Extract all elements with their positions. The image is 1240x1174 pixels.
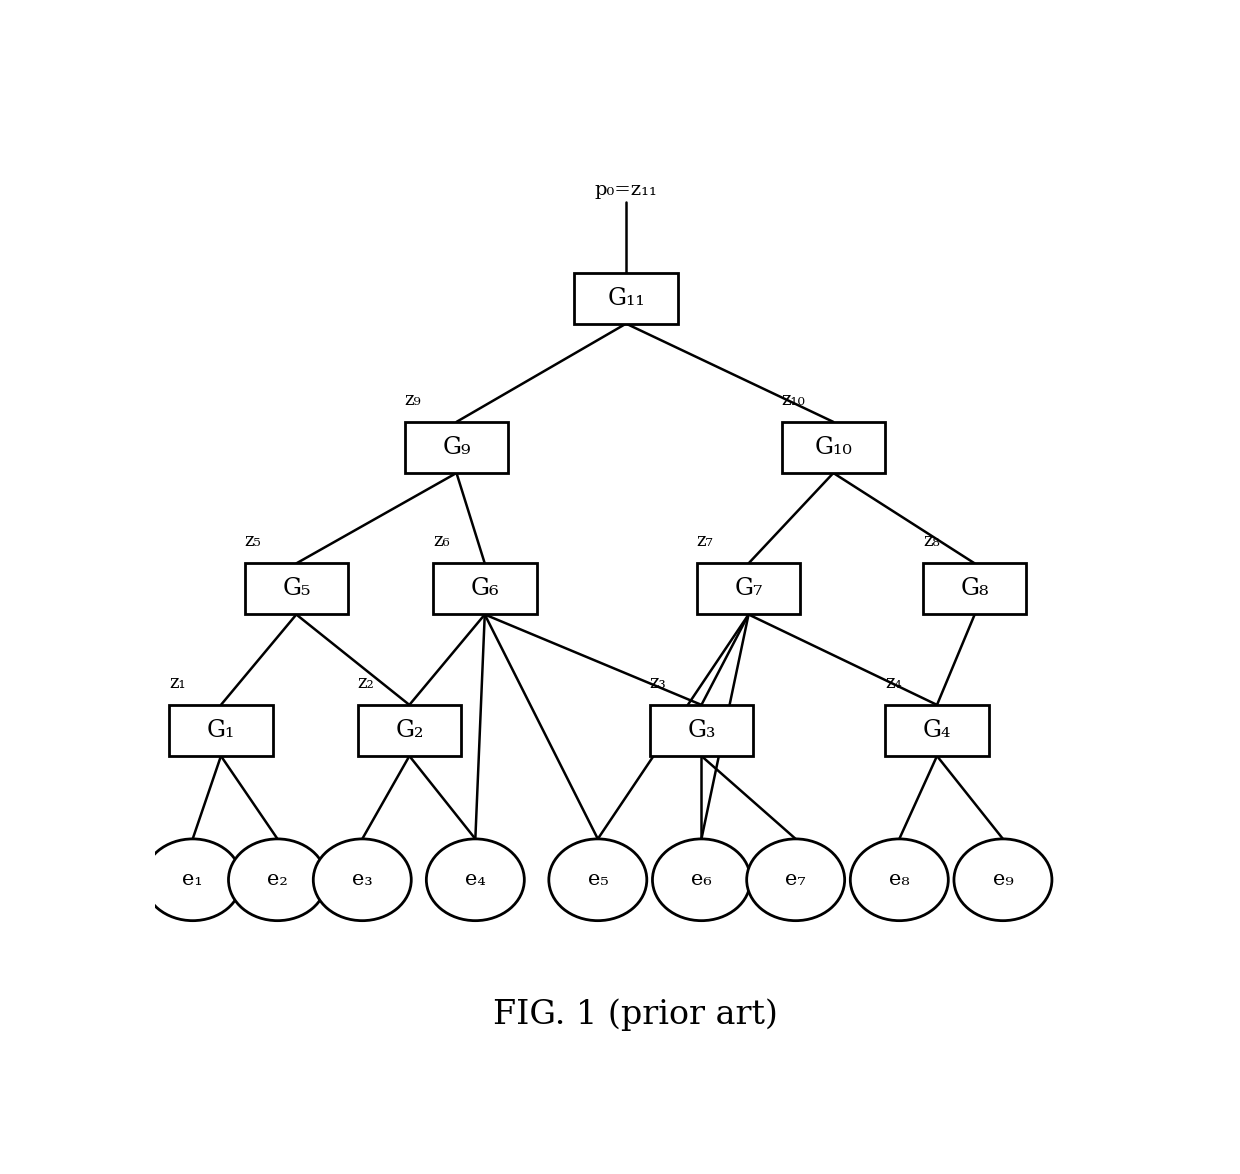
Text: z₁₀: z₁₀: [781, 391, 806, 409]
Text: e₃: e₃: [352, 870, 372, 889]
Circle shape: [427, 839, 525, 920]
Text: G₁: G₁: [207, 718, 236, 742]
Circle shape: [144, 839, 242, 920]
Text: z₉: z₉: [404, 391, 422, 409]
Text: G₇: G₇: [734, 578, 763, 600]
FancyBboxPatch shape: [650, 704, 753, 756]
Text: e₄: e₄: [465, 870, 486, 889]
Text: z₂: z₂: [357, 674, 374, 691]
Text: e₂: e₂: [267, 870, 288, 889]
Text: G₉: G₉: [443, 436, 471, 459]
FancyBboxPatch shape: [169, 704, 273, 756]
Circle shape: [549, 839, 647, 920]
Text: p₀=z₁₁: p₀=z₁₁: [595, 181, 657, 200]
Text: G₆: G₆: [470, 578, 498, 600]
Text: FIG. 1 (prior art): FIG. 1 (prior art): [494, 999, 777, 1031]
Text: G₈: G₈: [961, 578, 990, 600]
FancyBboxPatch shape: [433, 564, 537, 614]
FancyBboxPatch shape: [885, 704, 988, 756]
Text: z₄: z₄: [885, 674, 901, 691]
FancyBboxPatch shape: [697, 564, 800, 614]
Text: e₁: e₁: [182, 870, 203, 889]
Text: e₈: e₈: [889, 870, 910, 889]
FancyBboxPatch shape: [574, 272, 678, 324]
Circle shape: [851, 839, 949, 920]
Circle shape: [652, 839, 750, 920]
Text: z₃: z₃: [650, 674, 666, 691]
Text: G₁₀: G₁₀: [815, 436, 852, 459]
Circle shape: [954, 839, 1052, 920]
Circle shape: [228, 839, 326, 920]
FancyBboxPatch shape: [781, 421, 885, 473]
Circle shape: [314, 839, 412, 920]
Text: e₉: e₉: [992, 870, 1013, 889]
Text: G₁₁: G₁₁: [608, 286, 645, 310]
Text: e₇: e₇: [785, 870, 806, 889]
Text: e₅: e₅: [588, 870, 608, 889]
FancyBboxPatch shape: [357, 704, 461, 756]
Text: G₃: G₃: [687, 718, 715, 742]
FancyBboxPatch shape: [244, 564, 348, 614]
Text: z₆: z₆: [433, 532, 450, 551]
FancyBboxPatch shape: [404, 421, 508, 473]
FancyBboxPatch shape: [923, 564, 1027, 614]
Text: G₄: G₄: [923, 718, 951, 742]
Text: z₅: z₅: [244, 532, 262, 551]
Text: z₈: z₈: [923, 532, 940, 551]
Text: G₂: G₂: [396, 718, 424, 742]
Text: z₇: z₇: [697, 532, 713, 551]
Text: G₅: G₅: [283, 578, 310, 600]
Circle shape: [746, 839, 844, 920]
Text: e₆: e₆: [691, 870, 712, 889]
Text: z₁: z₁: [169, 674, 186, 691]
